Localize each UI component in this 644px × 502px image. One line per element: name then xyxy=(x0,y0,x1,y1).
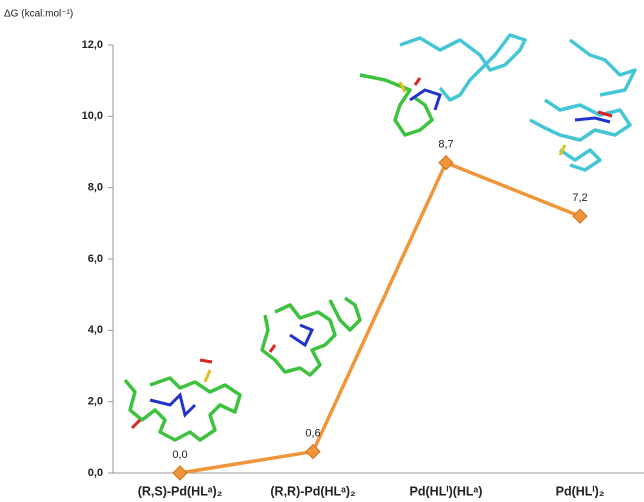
y-tick-label: 2,0 xyxy=(88,396,103,408)
y-tick-label: 10,0 xyxy=(82,110,103,122)
y-tick-label: 6,0 xyxy=(88,253,103,265)
molecule-image xyxy=(360,35,525,135)
x-tick-label: Pd(HLⁱ)(HLᵃ) xyxy=(410,484,483,498)
chart: ΔG (kcal.mol⁻¹) 0,0 2,0 4,0 6,0 8,0 10,0 12,0 0… xyxy=(0,0,644,502)
data-label: 8,7 xyxy=(438,139,453,151)
x-tick-label: (R,R)-Pd(HLᵃ)₂ xyxy=(270,484,355,498)
molecule-image xyxy=(530,40,635,170)
y-axis-label: ΔG (kcal.mol⁻¹) xyxy=(4,9,73,20)
x-tick-label: Pd(HLⁱ)₂ xyxy=(556,484,605,498)
line xyxy=(180,163,580,473)
data-label: 0,0 xyxy=(172,449,187,461)
marker xyxy=(573,209,587,223)
y-tick-label: 4,0 xyxy=(88,324,103,336)
data-label: 7,2 xyxy=(572,192,587,204)
x-tick-label: (R,S)-Pd(HLᵃ)₂ xyxy=(138,484,223,498)
marker xyxy=(173,466,187,480)
y-tick-label: 0,0 xyxy=(88,467,103,479)
y-tick-label: 8,0 xyxy=(88,182,103,194)
data-label: 0,6 xyxy=(305,428,320,440)
molecule-image xyxy=(125,360,240,440)
y-tick-label: 12,0 xyxy=(82,39,103,51)
marker xyxy=(439,156,453,170)
marker xyxy=(306,445,320,459)
molecule-image xyxy=(262,298,360,375)
